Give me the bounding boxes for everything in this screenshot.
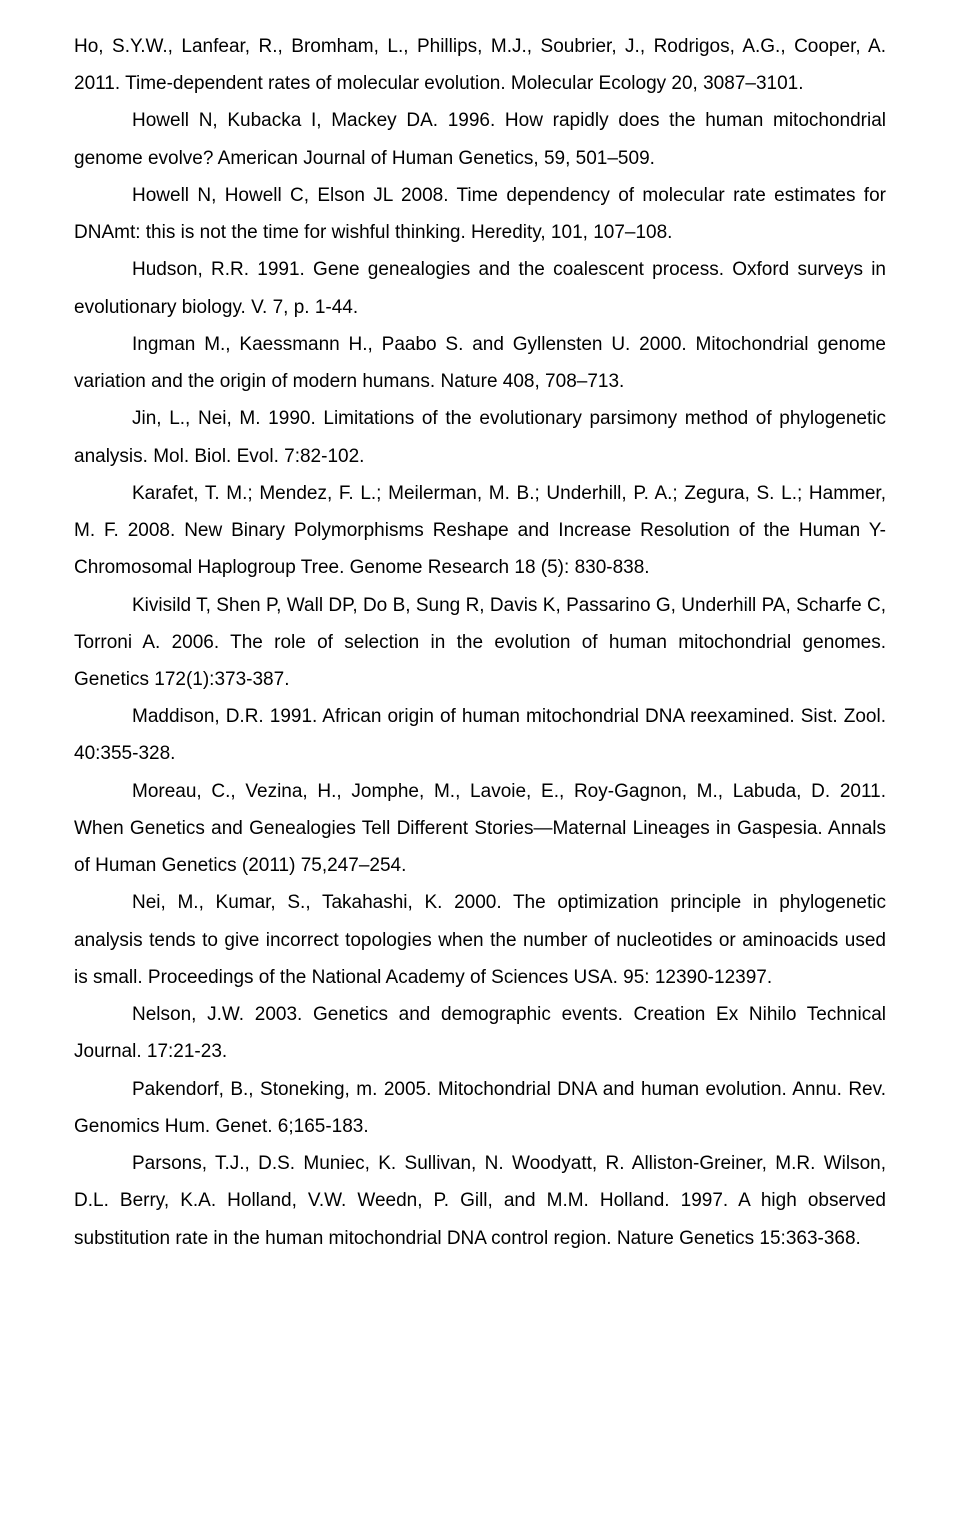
reference-item: Nelson, J.W. 2003. Genetics and demograp… xyxy=(74,996,886,1070)
reference-item: Karafet, T. M.; Mendez, F. L.; Meilerman… xyxy=(74,475,886,587)
reference-item: Hudson, R.R. 1991. Gene genealogies and … xyxy=(74,251,886,325)
reference-item: Pakendorf, B., Stoneking, m. 2005. Mitoc… xyxy=(74,1071,886,1145)
reference-item: Kivisild T, Shen P, Wall DP, Do B, Sung … xyxy=(74,587,886,699)
reference-item: Jin, L., Nei, M. 1990. Limitations of th… xyxy=(74,400,886,474)
reference-item: Howell N, Kubacka I, Mackey DA. 1996. Ho… xyxy=(74,102,886,176)
reference-item: Parsons, T.J., D.S. Muniec, K. Sullivan,… xyxy=(74,1145,886,1257)
reference-item: Moreau, C., Vezina, H., Jomphe, M., Lavo… xyxy=(74,773,886,885)
reference-item: Maddison, D.R. 1991. African origin of h… xyxy=(74,698,886,772)
reference-item: Ho, S.Y.W., Lanfear, R., Bromham, L., Ph… xyxy=(74,28,886,102)
reference-item: Ingman M., Kaessmann H., Paabo S. and Gy… xyxy=(74,326,886,400)
reference-item: Howell N, Howell C, Elson JL 2008. Time … xyxy=(74,177,886,251)
reference-item: Nei, M., Kumar, S., Takahashi, K. 2000. … xyxy=(74,884,886,996)
